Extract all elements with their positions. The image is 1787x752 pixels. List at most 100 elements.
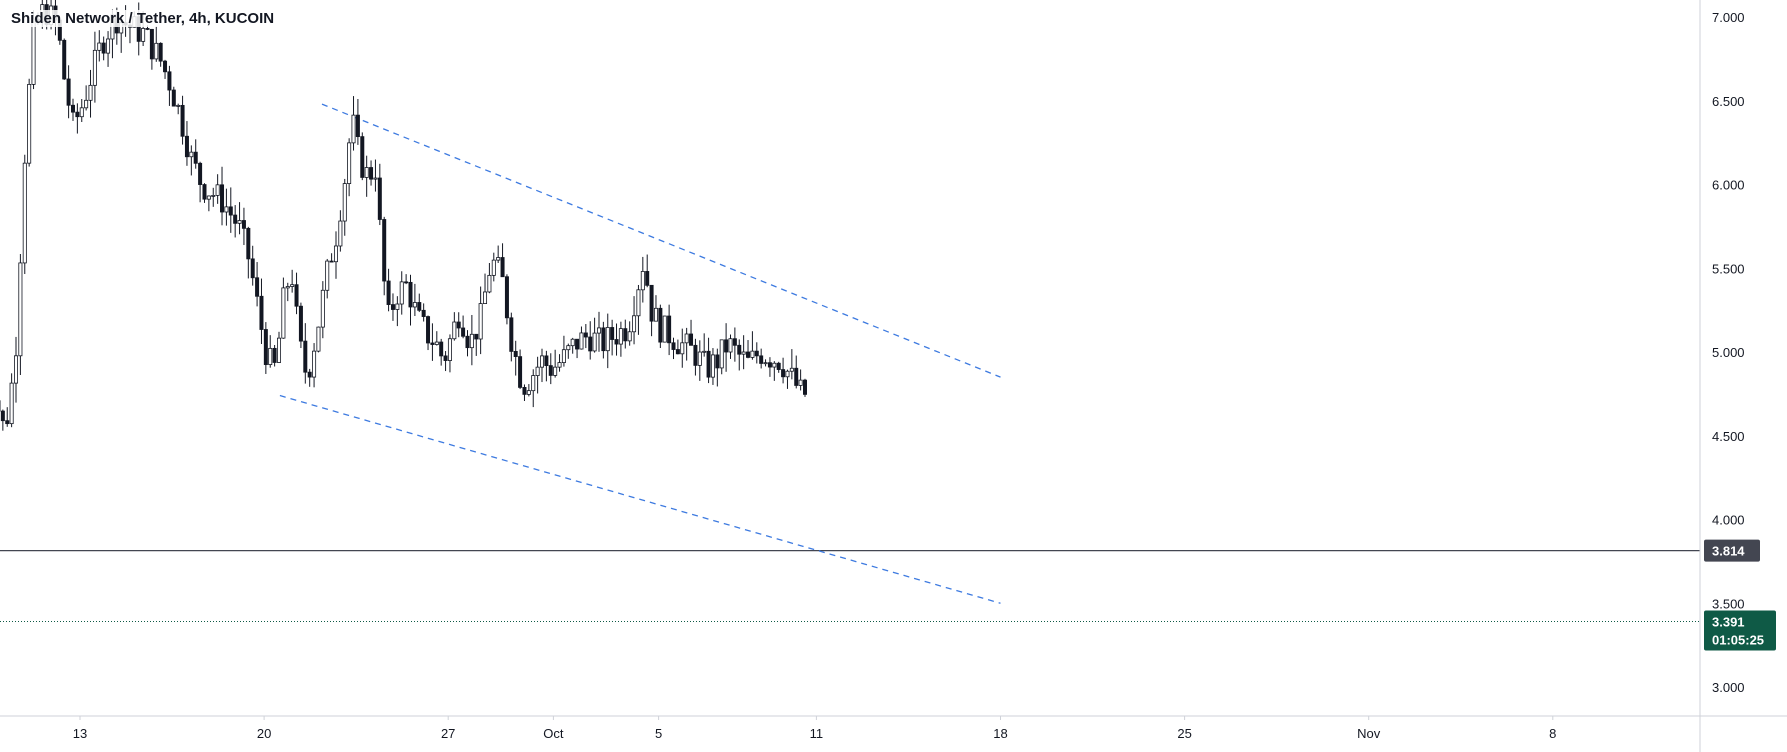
candle-body [355,114,360,138]
candle-body [382,219,387,282]
candle-body [149,28,154,60]
x-tick-label: 13 [73,726,87,741]
candles[interactable] [0,0,808,431]
candle-body [535,366,540,376]
candle-body [342,183,347,222]
candle-body [794,367,799,386]
candle-body [623,328,628,342]
candle-body [706,350,711,378]
candle-body [237,220,242,224]
candle-body [763,362,768,365]
candle-body [325,260,330,291]
x-tick-label: 11 [810,726,824,741]
candle-body [224,206,229,213]
candle-body [579,332,584,350]
countdown-label: 01:05:25 [1712,633,1764,648]
candle-body [798,379,803,386]
candle-body [426,316,431,344]
y-tick-label: 6.500 [1712,94,1745,109]
trendline-2 [279,394,1001,604]
candle-body [408,281,413,308]
candle-body [211,194,216,197]
candle-body [75,111,80,118]
candle-body [491,259,496,276]
candle-body [14,355,19,384]
candle-body [163,60,168,73]
candle-body [285,286,290,289]
candle-body [417,302,422,311]
candle-body [62,39,67,80]
candle-body [434,341,439,345]
candle-body [741,351,746,355]
candle-body [513,351,518,358]
candle-body [526,390,531,395]
candle-body [478,303,483,340]
candle-body [303,340,308,373]
candle-body [259,295,264,330]
candle-body [233,214,238,224]
candle-body [697,351,702,366]
candle-body [430,342,435,345]
candle-body [106,38,111,54]
candle-body [329,260,334,263]
y-tick-label: 4.000 [1712,513,1745,528]
candle-body [338,220,343,247]
x-tick-label: Nov [1357,726,1381,741]
candle-body [636,289,641,317]
x-axis: 13 20 27 Oct 5 11 18 25 Nov 8 [0,715,1787,741]
candle-body [141,28,146,42]
candle-body [9,382,14,425]
candle-body [750,350,755,358]
candle-body [360,136,365,178]
candle-body [263,329,268,365]
symbol-title[interactable]: Shiden Network / Tether, 4h, KUCOIN [9,10,277,27]
candle-body [566,345,571,351]
price-level-tag [1704,539,1760,562]
candle-body [31,18,36,85]
candle-body [522,387,527,395]
candle-body [601,327,606,352]
candle-body [390,304,395,310]
candle-body [158,42,163,62]
candle-body [290,284,295,287]
y-tick-label: 3.500 [1712,596,1745,611]
candle-body [22,162,27,264]
y-tick-label: 4.500 [1712,429,1745,444]
candle-body [588,336,593,352]
candle-body [456,321,461,329]
candle-body [351,114,356,144]
candle-body [443,355,448,361]
candle-body [671,342,676,350]
candle-body [377,177,382,220]
candle-body [320,289,325,328]
candle-body [184,135,189,158]
candle-body [206,195,211,200]
candle-body [518,356,523,388]
candle-body [79,107,84,118]
x-tick-label: 5 [655,726,662,741]
x-tick-label: 8 [1549,726,1556,741]
candle-body [789,367,794,372]
candle-body [404,281,409,284]
candle-body [246,227,251,260]
candle-body [281,287,286,339]
candle-body [724,339,729,353]
candle-body [746,351,751,358]
candle-body [684,333,689,344]
candle-body [474,333,479,340]
candle-body [364,167,369,178]
trendline-1 [321,103,1001,378]
candle-body [561,349,566,363]
candle-body [66,78,71,106]
candle-body [785,370,790,378]
candle-body [373,177,378,180]
candle-body [250,258,255,279]
candle-body [767,362,772,368]
candle-body [610,327,615,340]
candle-body [189,151,194,158]
candle-body [198,162,203,185]
candle-body [772,362,777,368]
candle-body [645,271,650,286]
